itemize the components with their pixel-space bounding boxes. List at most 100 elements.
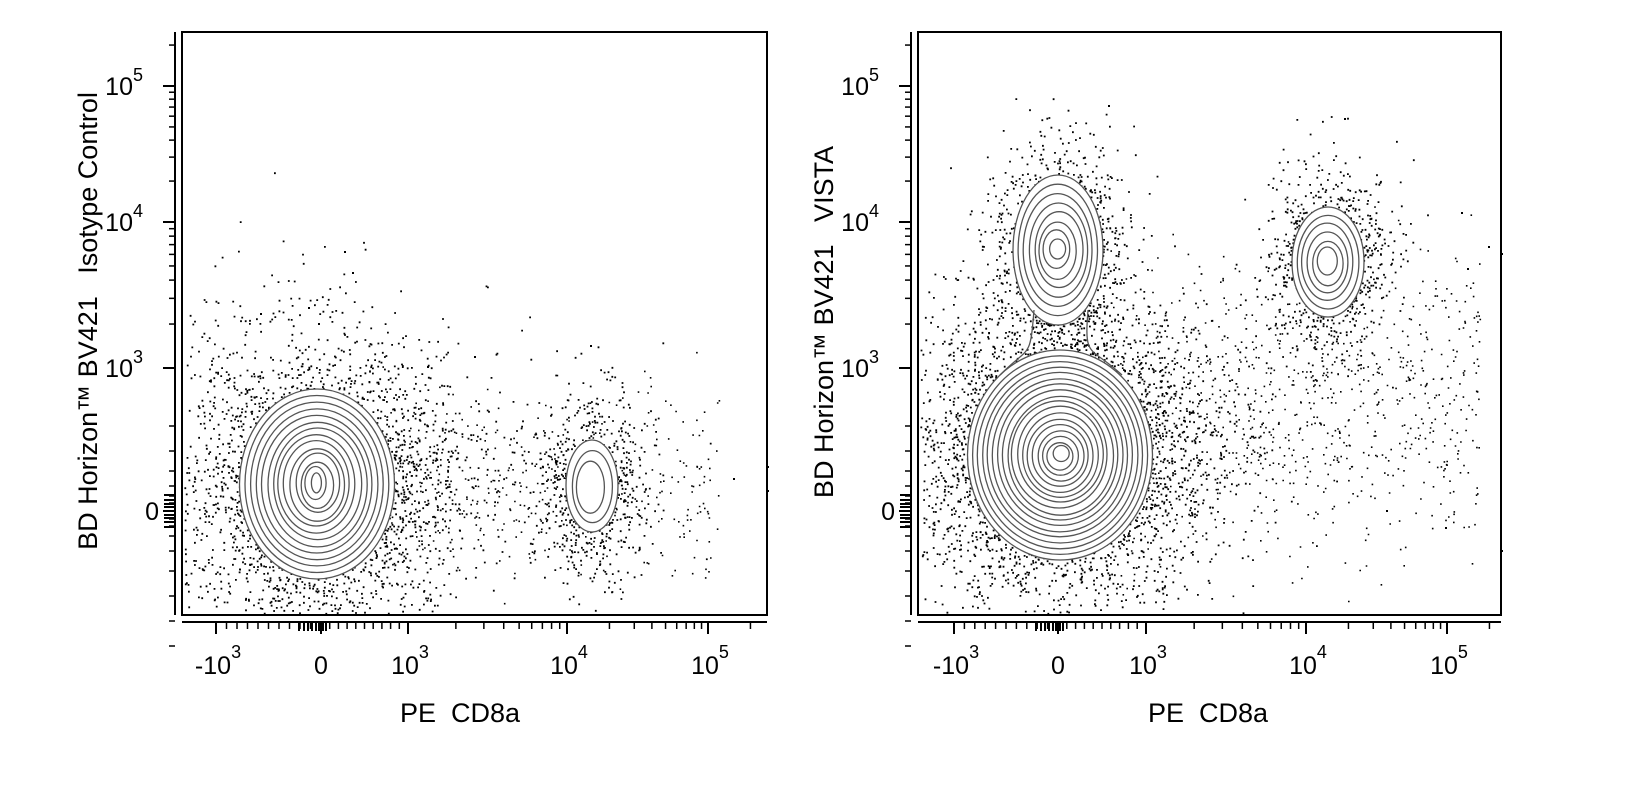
contour-level xyxy=(277,434,356,534)
contour-level xyxy=(1300,222,1354,301)
contour-level xyxy=(1296,214,1360,310)
x-tick-exponent: 3 xyxy=(969,642,979,662)
contour-level xyxy=(289,448,346,522)
y-tick-base: 10 xyxy=(105,209,133,237)
contour-level xyxy=(1001,389,1119,521)
contour-level xyxy=(575,460,606,514)
neck-right xyxy=(1086,309,1123,376)
y-tick-label: 103 xyxy=(841,347,879,383)
contour-level xyxy=(991,378,1129,533)
plot-frame xyxy=(917,31,1502,616)
contour-level xyxy=(1012,174,1104,326)
contour-level xyxy=(260,414,373,554)
y-axis-label: BD Horizon™ BV421 VISTA xyxy=(809,146,839,498)
x-tick-exponent: 4 xyxy=(578,642,588,662)
contour-level xyxy=(971,355,1149,556)
x-axis: -103 0 103 104 105 xyxy=(182,621,767,680)
contour-level xyxy=(1034,211,1084,289)
population-contour-2 xyxy=(565,439,619,533)
y-tick-exponent: 3 xyxy=(133,347,143,367)
contour-fill xyxy=(967,350,1153,560)
contour-level xyxy=(249,401,384,567)
x-tick-exponent: 5 xyxy=(1458,642,1468,662)
y-tick-label: 0 xyxy=(881,498,895,526)
density-contours xyxy=(966,174,1365,561)
contour-level xyxy=(295,452,341,513)
contour-level xyxy=(1022,412,1099,498)
x-tick-label: 103 xyxy=(1129,642,1167,680)
x-tick-exponent: 5 xyxy=(719,642,729,662)
contour-level xyxy=(996,383,1124,527)
y-tick-base: 0 xyxy=(881,498,895,526)
x-tick-label: 103 xyxy=(391,642,429,680)
plot-frame xyxy=(181,31,768,616)
contour-level xyxy=(1031,423,1089,487)
contour-level xyxy=(282,439,350,527)
x-tick-label: 104 xyxy=(1289,642,1327,680)
contour-level xyxy=(1007,395,1115,516)
population-contour-2 xyxy=(1012,174,1104,326)
x-tick-base: 10 xyxy=(1289,652,1317,680)
x-tick-base: 10 xyxy=(691,652,719,680)
y-tick-label: 104 xyxy=(105,201,143,237)
contour-level xyxy=(1028,202,1089,298)
contour-level xyxy=(1052,444,1070,463)
x-tick-base: 0 xyxy=(314,652,328,680)
x-tick-exponent: 3 xyxy=(1157,642,1167,662)
x-tick-label: 0 xyxy=(1051,652,1065,680)
y-axis-label: BD Horizon™ BV421 Isotype Control xyxy=(73,92,103,550)
y-tick-base: 10 xyxy=(841,73,869,101)
x-tick-base: 10 xyxy=(1430,652,1458,680)
contour-fill xyxy=(1013,175,1103,325)
contour-level xyxy=(255,408,379,561)
population-contour-3 xyxy=(1291,206,1365,318)
contour-level xyxy=(304,465,327,501)
x-tick-base: -10 xyxy=(195,652,231,680)
contour-level xyxy=(1022,192,1093,308)
contour-level xyxy=(1017,183,1099,317)
y-tick-exponent: 5 xyxy=(869,65,879,85)
x-axis-label: PE CD8a xyxy=(400,698,521,728)
y-tick-label: 105 xyxy=(841,65,879,101)
x-axis: -103 0 103 104 105 xyxy=(918,621,1501,680)
contour-level xyxy=(300,461,335,510)
y-tick-base: 0 xyxy=(145,498,159,526)
contour-level xyxy=(238,388,396,580)
contour-level xyxy=(1010,400,1108,509)
contour-level xyxy=(310,472,323,494)
y-tick-label: 105 xyxy=(105,65,143,101)
contour-level xyxy=(1306,231,1349,294)
contour-level xyxy=(1316,246,1338,276)
density-contours xyxy=(238,388,619,580)
population-neck xyxy=(999,309,1123,376)
x-tick-exponent: 4 xyxy=(1317,642,1327,662)
x-tick-label: 0 xyxy=(314,652,328,680)
contour-level xyxy=(1037,430,1085,482)
y-tick-exponent: 3 xyxy=(869,347,879,367)
contour-level xyxy=(976,360,1144,550)
contour-level xyxy=(1042,229,1071,270)
contour-level xyxy=(1048,238,1067,260)
contour-level xyxy=(571,449,614,524)
contour-level xyxy=(1046,442,1074,471)
x-tick-label: 105 xyxy=(1430,642,1468,680)
x-tick-label: 105 xyxy=(691,642,729,680)
x-tick-base: 10 xyxy=(1129,652,1157,680)
contour-level xyxy=(966,349,1154,561)
population-contour-1 xyxy=(966,349,1154,561)
x-tick-label: 104 xyxy=(550,642,588,680)
y-tick-base: 10 xyxy=(841,355,869,383)
x-tick-base: 10 xyxy=(550,652,578,680)
y-tick-exponent: 4 xyxy=(869,201,879,221)
x-tick-exponent: 3 xyxy=(231,642,241,662)
contour-level xyxy=(273,427,363,541)
x-tick-base: 10 xyxy=(391,652,419,680)
y-tick-label: 103 xyxy=(105,347,143,383)
contour-level xyxy=(982,366,1139,544)
population-contour-1 xyxy=(238,388,396,580)
y-tick-base: 10 xyxy=(105,355,133,383)
